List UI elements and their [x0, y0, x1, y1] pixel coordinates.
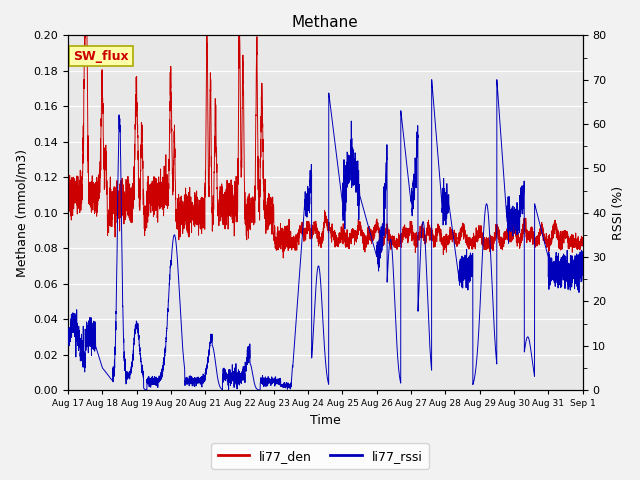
- Text: SW_flux: SW_flux: [73, 49, 129, 62]
- Legend: li77_den, li77_rssi: li77_den, li77_rssi: [211, 444, 429, 469]
- Title: Methane: Methane: [292, 15, 358, 30]
- X-axis label: Time: Time: [310, 414, 340, 427]
- Y-axis label: Methane (mmol/m3): Methane (mmol/m3): [15, 149, 28, 276]
- Y-axis label: RSSI (%): RSSI (%): [612, 186, 625, 240]
